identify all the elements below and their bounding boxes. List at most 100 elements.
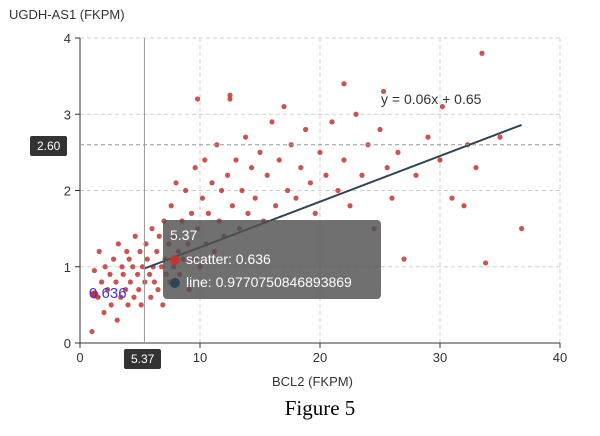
scatter-point (189, 210, 195, 216)
scatter-point (138, 302, 144, 308)
scatter-point (148, 294, 154, 300)
scatter-point (173, 180, 179, 186)
x-crosshair-badge: 5.37 (124, 349, 162, 369)
scatter-point (307, 180, 313, 186)
scatter-point (151, 279, 157, 285)
tooltip-row-scatter: scatter: 0.636 (170, 251, 271, 267)
scatter-point (359, 172, 365, 178)
scatter-point (341, 157, 347, 163)
x-tick-label: 0 (76, 350, 83, 365)
scatter-point (124, 248, 130, 255)
tooltip-header: 5.37 (170, 227, 198, 243)
scatter-point (381, 88, 387, 94)
scatter-point (149, 226, 155, 232)
scatter-point (257, 149, 263, 155)
scatter-point (225, 172, 231, 178)
scatter-point (147, 271, 153, 277)
highlighted-point-label: 0.636 (89, 285, 127, 302)
scatter-point (243, 134, 249, 140)
scatter-point (135, 271, 141, 277)
scatter-point (413, 172, 419, 178)
scatter-point (96, 248, 102, 255)
scatter-point (139, 264, 145, 270)
y-tick-label: 4 (64, 31, 71, 46)
y-tick-label: 0 (64, 336, 71, 351)
scatter-point (111, 256, 117, 262)
scatter-point (483, 260, 489, 266)
highlighted-point (90, 290, 99, 299)
scatter-point (192, 165, 198, 171)
scatter-point (119, 264, 125, 270)
crosshair (80, 38, 560, 343)
scatter-point (276, 157, 282, 163)
scatter-point (239, 187, 245, 194)
scatter-point (144, 256, 150, 262)
scatter-point (101, 309, 107, 316)
scatter-point (264, 172, 270, 178)
scatter-point (329, 119, 335, 125)
scatter-point (137, 248, 143, 255)
scatter-point (126, 256, 132, 262)
scatter-point (123, 287, 129, 293)
x-tick-label: 20 (313, 350, 327, 365)
scatter-point (273, 203, 279, 209)
scatter-point (347, 203, 353, 209)
scatter-point (249, 165, 255, 171)
tooltip-line-value: 0.9770750846893869 (215, 274, 352, 290)
scatter-point (107, 271, 113, 277)
tooltip-row-line: line: 0.9770750846893869 (170, 274, 352, 290)
y-crosshair-badge: 2.60 (30, 136, 68, 156)
scatter-point (205, 210, 211, 216)
scatter-point (219, 187, 225, 194)
x-tick-label: 40 (553, 350, 567, 365)
regression-equation: y = 0.06x + 0.65 (381, 91, 482, 107)
scatter-point (303, 126, 309, 133)
scatter-point (118, 294, 124, 300)
line-dot-icon (170, 278, 180, 288)
scatter-point (389, 195, 395, 201)
x-tick-label: 30 (433, 350, 447, 365)
scatter-point (136, 287, 142, 293)
scatter-point (132, 233, 138, 239)
scatter-point (183, 187, 189, 194)
scatter-point (114, 317, 120, 323)
scatter-point (131, 294, 137, 300)
scatter-point (285, 187, 291, 194)
scatter-point (159, 264, 165, 270)
scatter-point (497, 134, 503, 140)
scatter-point (245, 210, 251, 216)
y-axis-title: UGDH-AS1 (FKPM) (9, 7, 125, 22)
x-tick-label: 10 (193, 350, 207, 365)
tooltip-scatter-series: scatter (186, 251, 229, 267)
scatter-point (155, 287, 161, 293)
scatter-point (91, 267, 97, 274)
scatter-point (115, 241, 121, 247)
y-tick-label: 3 (64, 107, 71, 122)
tooltip-scatter-value: 0.636 (235, 251, 271, 267)
scatter-point (473, 165, 479, 171)
scatter-point (317, 149, 323, 155)
scatter-point (105, 287, 111, 293)
scatter-point (202, 157, 208, 163)
scatter-point (439, 104, 445, 110)
figure-caption: Figure 5 (284, 396, 356, 420)
scatter-point (298, 165, 304, 171)
scatter-point (227, 96, 233, 102)
scatter-point (130, 264, 136, 270)
scatter-point (156, 233, 162, 239)
scatter-point (479, 50, 485, 56)
scatter-point (461, 203, 467, 209)
y-tick-label: 1 (64, 260, 71, 275)
scatter-point (113, 279, 119, 285)
scatter-point (209, 180, 215, 186)
scatter-point (227, 92, 233, 98)
scatter-point (401, 256, 407, 262)
scatter-point (437, 157, 443, 163)
scatter-point (384, 165, 390, 171)
tooltip-line-series: line (186, 274, 208, 290)
tooltip: 5.37 scatter: 0.636 line: 0.977075084689… (163, 220, 381, 299)
scatter-point (233, 157, 239, 163)
scatter-point (89, 328, 95, 335)
scatter-point (323, 172, 329, 178)
scatter-point (195, 96, 201, 102)
